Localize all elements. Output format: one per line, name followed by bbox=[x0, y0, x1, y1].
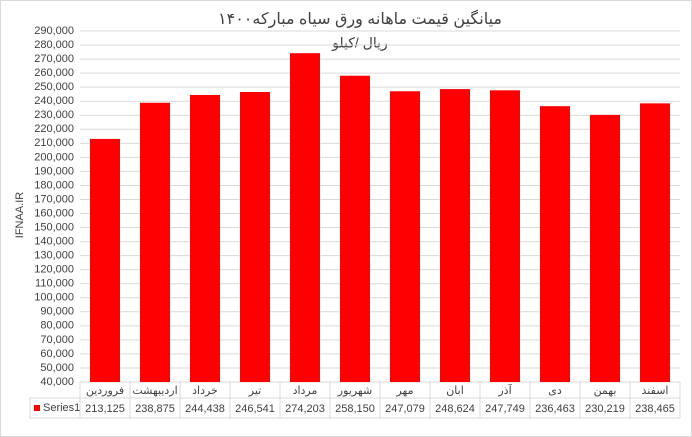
chart-title: میانگین قیمت ماهانه ورق سیاه مبارکه۱۴۰۰ bbox=[218, 9, 502, 29]
y-tick-label: 70,000 bbox=[40, 334, 74, 346]
y-tick-label: 40,000 bbox=[40, 376, 74, 388]
y-tick-label: 80,000 bbox=[40, 320, 74, 332]
x-tick-label: تیر bbox=[248, 385, 261, 397]
y-tick-label: 50,000 bbox=[40, 362, 74, 374]
bar bbox=[90, 138, 120, 382]
y-tick-label: 200,000 bbox=[34, 151, 74, 163]
x-tick-label: اسفند bbox=[642, 385, 669, 397]
y-tick-label: 210,000 bbox=[34, 137, 74, 149]
bar bbox=[590, 114, 620, 382]
data-table-value: 248,624 bbox=[435, 403, 475, 415]
data-table-value: 247,079 bbox=[385, 403, 425, 415]
y-tick-label: 160,000 bbox=[34, 207, 74, 219]
y-tick-label: 270,000 bbox=[34, 53, 74, 65]
x-tick-label: اردیبهشت bbox=[132, 385, 177, 397]
legend-label: Series1 bbox=[43, 402, 80, 414]
x-tick-label: دی bbox=[548, 385, 562, 397]
data-table-value: 244,438 bbox=[185, 403, 225, 415]
y-tick-label: 250,000 bbox=[34, 81, 74, 93]
data-table-value: 274,203 bbox=[285, 403, 325, 415]
x-tick-label: خرداد bbox=[192, 385, 218, 397]
y-tick-label: 130,000 bbox=[34, 250, 74, 262]
bar bbox=[440, 89, 470, 382]
bar bbox=[640, 103, 670, 383]
y-tick-label: 220,000 bbox=[34, 123, 74, 135]
y-tick-label: 290,000 bbox=[34, 25, 74, 37]
x-tick-label: آذر bbox=[497, 383, 512, 397]
y-tick-label: 120,000 bbox=[34, 264, 74, 276]
bar bbox=[240, 92, 270, 383]
y-tick-label: 260,000 bbox=[34, 67, 74, 79]
data-table-value: 246,541 bbox=[235, 403, 275, 415]
bar bbox=[390, 91, 420, 383]
data-table-value: 238,465 bbox=[635, 403, 675, 415]
x-tick-label: ابان bbox=[446, 385, 464, 397]
data-table-value: 238,875 bbox=[135, 403, 175, 415]
y-tick-label: 280,000 bbox=[34, 39, 74, 51]
y-axis-label: IFNAA.IR bbox=[14, 192, 26, 239]
x-tick-label: شهریور bbox=[337, 385, 372, 397]
bar bbox=[140, 102, 170, 382]
y-tick-label: 100,000 bbox=[34, 292, 74, 304]
bar bbox=[540, 106, 570, 382]
y-tick-label: 240,000 bbox=[34, 95, 74, 107]
data-table-value: 258,150 bbox=[335, 403, 375, 415]
y-tick-label: 60,000 bbox=[40, 348, 74, 360]
bar bbox=[340, 75, 370, 382]
x-tick-label: مهر bbox=[395, 385, 413, 397]
bar bbox=[490, 90, 520, 382]
y-tick-label: 170,000 bbox=[34, 193, 74, 205]
y-tick-label: 180,000 bbox=[34, 179, 74, 191]
y-tick-label: 90,000 bbox=[40, 306, 74, 318]
y-tick-label: 150,000 bbox=[34, 221, 74, 233]
data-table-value: 247,749 bbox=[485, 403, 525, 415]
y-tick-label: 230,000 bbox=[34, 109, 74, 121]
data-table-value: 213,125 bbox=[85, 403, 125, 415]
y-tick-label: 140,000 bbox=[34, 236, 74, 248]
data-table-value: 236,463 bbox=[535, 403, 575, 415]
x-tick-label: بهمن bbox=[594, 385, 617, 397]
bar bbox=[190, 94, 220, 382]
y-tick-label: 190,000 bbox=[34, 165, 74, 177]
legend-key bbox=[34, 405, 40, 411]
y-tick-label: 110,000 bbox=[35, 278, 74, 290]
x-tick-label: فروردین bbox=[86, 385, 124, 397]
x-tick-label: مرداد bbox=[293, 385, 318, 397]
chart-subtitle: ریال /کیلو bbox=[331, 35, 388, 52]
bar bbox=[290, 53, 320, 383]
data-table-value: 230,219 bbox=[585, 403, 625, 415]
